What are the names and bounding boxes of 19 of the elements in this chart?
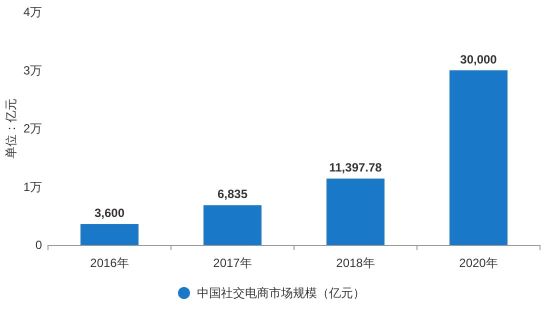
bar — [204, 205, 262, 245]
bar — [80, 224, 138, 245]
text: 6,835 — [217, 187, 248, 202]
text: 30,000 — [460, 52, 497, 66]
y-tick-label: 3万 — [23, 63, 42, 78]
bar — [326, 178, 384, 245]
y-tick-label: 1万 — [23, 180, 42, 194]
x-tick-label: 2018年 — [336, 256, 375, 270]
y-tick-label: 0 — [35, 238, 42, 252]
text: 3,600 — [94, 206, 125, 220]
bar — [450, 70, 508, 245]
text: 11,397.78 — [329, 160, 382, 175]
y-axis-title: 单位：亿元 — [4, 98, 18, 158]
x-tick-label: 2016年 — [90, 256, 129, 270]
x-tick-label: 2020年 — [459, 256, 498, 270]
y-tick-label: 4万 — [23, 5, 42, 19]
x-tick-label: 2017年 — [213, 256, 252, 270]
y-tick-label: 2万 — [23, 122, 42, 136]
legend-label: 中国社交电商市场规模（亿元） — [197, 286, 365, 300]
